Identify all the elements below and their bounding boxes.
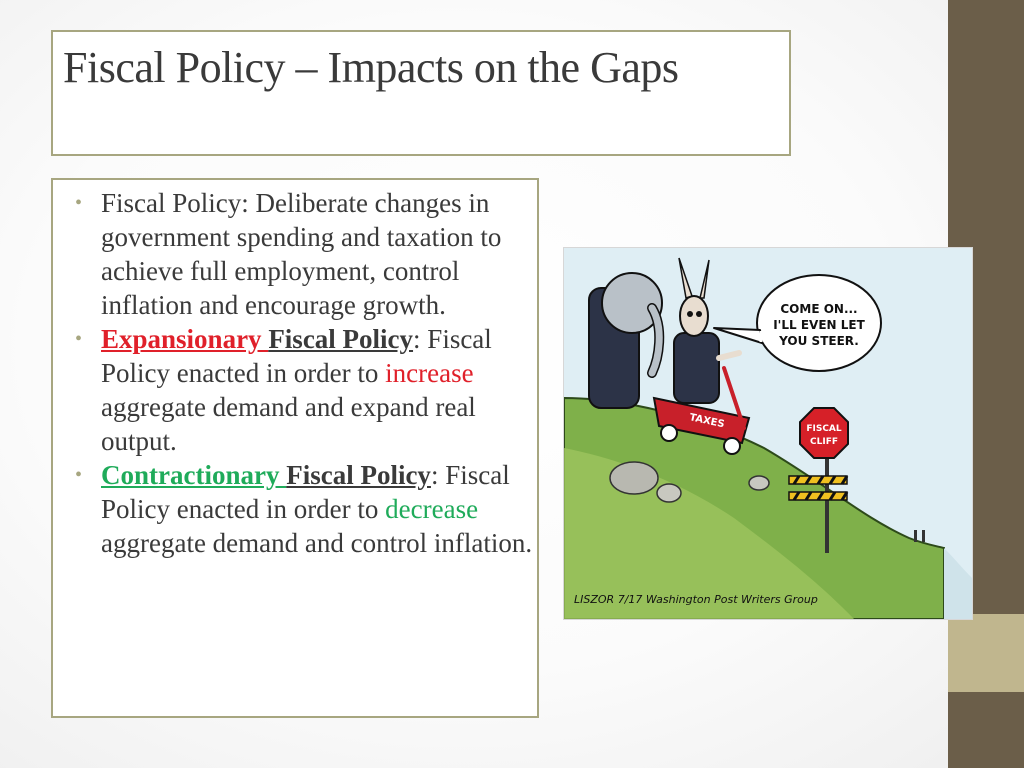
content-box: • Fiscal Policy: Deliberate changes in g…: [51, 178, 539, 718]
right-accent-block: [948, 614, 1024, 692]
cartoon-rock: [609, 461, 659, 495]
cartoon-rock: [656, 483, 682, 503]
sign-line-2: CLIFF: [810, 437, 838, 447]
cartoon-rock: [748, 475, 770, 491]
increase-highlight: increase: [385, 358, 474, 388]
contractionary-term-suffix: Fiscal Policy: [286, 460, 431, 490]
slide-title: Fiscal Policy – Impacts on the Gaps: [63, 43, 679, 92]
donkey-suit: [673, 332, 720, 404]
bullet-text: Fiscal Policy: Deliberate changes in gov…: [101, 188, 502, 320]
expansionary-colon: :: [413, 324, 421, 354]
speech-line-2: I'LL EVEN LET: [773, 318, 865, 332]
contractionary-term: Contractionary: [101, 460, 287, 490]
bullet-dot-icon: •: [75, 192, 83, 214]
bullet-list: • Fiscal Policy: Deliberate changes in g…: [75, 186, 535, 560]
expansionary-term-suffix: Fiscal Policy: [268, 324, 414, 354]
expansionary-text-after: aggregate demand and expand real output.: [101, 392, 476, 456]
donkey-ear: [699, 259, 710, 299]
speech-bubble: [756, 274, 882, 372]
contractionary-colon: :: [430, 460, 439, 490]
bullet-contractionary: • Contractionary Fiscal Policy: Fiscal P…: [75, 458, 535, 560]
sign-line-1: FISCAL: [806, 424, 842, 434]
speech-line-3: YOU STEER.: [778, 334, 859, 348]
donkey-head: [679, 295, 709, 337]
decrease-highlight: decrease: [385, 494, 479, 524]
expansionary-text-before: Fiscal Policy enacted in order to: [101, 324, 492, 388]
cartoon-illustration: TAXES COME ON... I'LL EVEN LET YOU STEER…: [564, 248, 972, 619]
title-box: Fiscal Policy – Impacts on the Gaps: [51, 30, 791, 156]
fiscal-cliff-cartoon: TAXES COME ON... I'LL EVEN LET YOU STEER…: [563, 247, 973, 620]
bullet-dot-icon: •: [75, 328, 83, 350]
cartoon-cliff-drop: [944, 548, 972, 619]
bullet-dot-icon: •: [75, 464, 83, 486]
taxes-wagon: [652, 396, 751, 445]
bullet-expansionary: • Expansionary Fiscal Policy: Fiscal Pol…: [75, 322, 535, 458]
expansionary-term: Expansionary: [101, 324, 269, 354]
bullet-definition: • Fiscal Policy: Deliberate changes in g…: [75, 186, 535, 322]
contractionary-text-after: aggregate demand and control inflation.: [101, 528, 533, 558]
wagon-handle: [722, 366, 746, 430]
elephant-head: [601, 272, 663, 334]
contractionary-text-before: Fiscal Policy enacted in order to: [101, 460, 510, 524]
wagon-wheel: [723, 437, 741, 455]
donkey-arm: [716, 350, 742, 361]
sign-post: [825, 458, 829, 553]
speech-line-1: COME ON...: [780, 302, 857, 316]
fiscal-cliff-sign: [799, 407, 849, 459]
cartoon-signature: LISZOR 7/17 Washington Post Writers Grou…: [574, 593, 818, 606]
donkey-ear: [678, 257, 693, 299]
wagon-wheel: [660, 424, 678, 442]
